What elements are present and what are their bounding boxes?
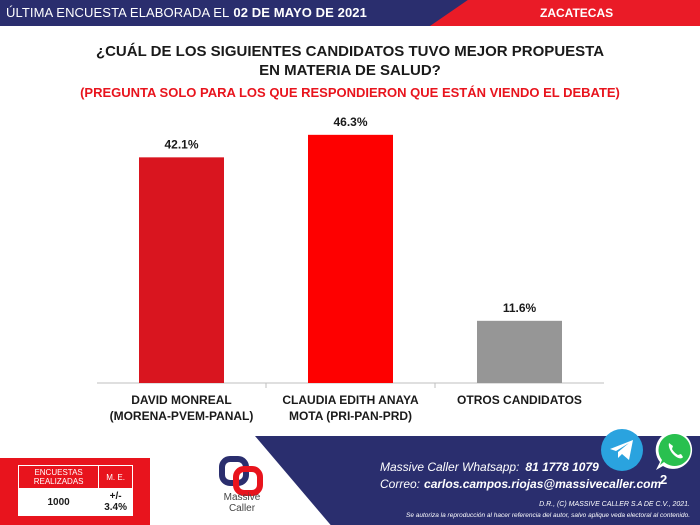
banner-navy-band — [0, 0, 470, 26]
category-label-line: MOTA (PRI-PAN-PRD) — [288, 409, 413, 423]
category-label: CLAUDIA EDITH ANAYA MOTA (PRI-PAN-PRD) — [266, 392, 436, 424]
category-label-line: (MORENA-PVEM-PANAL) — [109, 409, 254, 423]
category-label: DAVID MONREAL (MORENA-PVEM-PANAL) — [97, 392, 267, 424]
margin-error-header: M. E. — [98, 465, 133, 489]
question-title: ¿CUÁL DE LOS SIGUIENTES CANDIDATOS TUVO … — [0, 42, 700, 80]
copyright-text: D.R., (C) MASSIVE CALLER S.A DE C.V., 20… — [539, 501, 690, 508]
email-address[interactable]: carlos.campos.riojas@massivecaller.com — [424, 477, 662, 491]
top-banner — [0, 0, 700, 26]
question-title-line-1: ¿CUÁL DE LOS SIGUIENTES CANDIDATOS TUVO … — [95, 43, 605, 60]
margin-error-value: +/- 3.4% — [98, 488, 133, 516]
whatsapp-icon[interactable] — [652, 428, 698, 474]
email-label: Correo: — [380, 477, 421, 491]
survey-date-label: ÚLTIMA ENCUESTA ELABORADA EL 02 DE MAYO D… — [6, 5, 367, 20]
state-label: ZACATECAS — [540, 6, 614, 20]
page-number: 2 — [660, 472, 668, 487]
survey-label-text: ÚLTIMA ENCUESTA ELABORADA EL — [6, 5, 230, 20]
survey-date: 02 DE MAYO DE 2021 — [233, 5, 367, 20]
bar — [139, 157, 224, 383]
category-label: OTROS CANDIDATOS — [435, 392, 605, 408]
bar — [308, 134, 393, 383]
email-contact: Correo: carlos.campos.riojas@massivecalle… — [380, 477, 661, 491]
logo-text-line-2: Caller — [228, 503, 256, 514]
logo-text: Massive Caller — [210, 492, 274, 514]
survey-stats-table: ENCUESTAS REALIZADAS M. E. 1000 +/- 3.4% — [17, 465, 133, 516]
question-note: (PREGUNTA SOLO PARA LOS QUE RESPONDIERON… — [80, 85, 620, 100]
bar-value-label: 11.6% — [503, 301, 537, 315]
whatsapp-number[interactable]: 81 1778 1079 — [525, 460, 599, 474]
category-label-line: OTROS CANDIDATOS — [457, 393, 582, 407]
logo-text-line-1: Massive — [223, 492, 261, 503]
bar-value-label: 42.1% — [164, 137, 198, 151]
telegram-icon[interactable] — [600, 428, 644, 472]
category-label-line: CLAUDIA EDITH ANAYA — [282, 393, 419, 407]
disclaimer-text: Se autoriza la reproducción al hacer ref… — [405, 512, 690, 519]
category-label-line: DAVID MONREAL — [131, 393, 232, 407]
surveys-header: ENCUESTAS REALIZADAS — [17, 465, 100, 489]
bar-value-label: 46.3% — [333, 115, 367, 129]
massive-caller-logo-icon — [219, 456, 263, 496]
banner-red-band — [430, 0, 700, 26]
whatsapp-label: Massive Caller Whatsapp: — [380, 460, 520, 474]
surveys-value: 1000 — [17, 488, 100, 516]
question-title-line-2: EN MATERIA DE SALUD? — [259, 62, 441, 79]
bar — [477, 320, 562, 383]
whatsapp-contact: Massive Caller Whatsapp: 81 1778 1079 — [380, 460, 599, 474]
